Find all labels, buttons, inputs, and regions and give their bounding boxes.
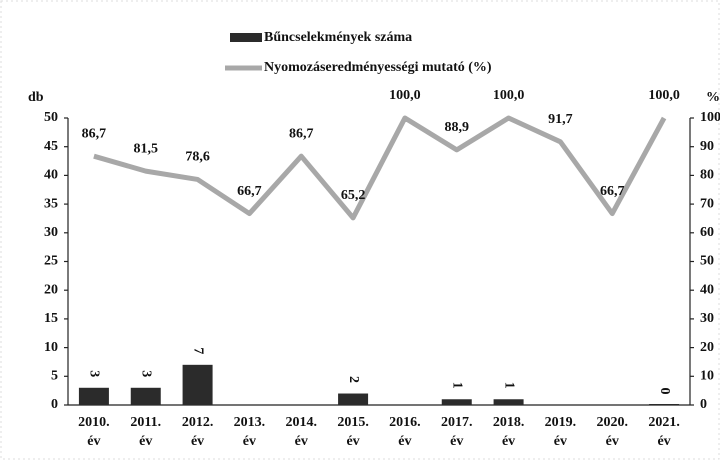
y-tick-label: 0 — [51, 397, 58, 412]
bar-value-label: 1 — [501, 382, 516, 389]
y2-tick-label: 30 — [700, 311, 714, 326]
x-tick-label: 2021. év — [648, 415, 680, 449]
y-tick-label: 10 — [44, 340, 58, 355]
y-tick-label: 25 — [44, 254, 58, 269]
y2-tick-label: 40 — [700, 282, 714, 297]
bar — [338, 393, 369, 405]
x-tick-label: 2017. év — [441, 415, 473, 449]
y2-tick-label: 50 — [700, 254, 714, 269]
line-value-label: 78,6 — [185, 150, 210, 165]
bar-value-label: 2 — [346, 376, 361, 383]
x-tick-label: 2012. év — [182, 415, 214, 449]
y-tick-label: 15 — [44, 311, 58, 326]
y2-tick-label: 0 — [700, 397, 707, 412]
bar-value-label: 3 — [139, 370, 154, 377]
x-tick-label: 2016. év — [389, 415, 421, 449]
line-value-label: 100,0 — [389, 88, 421, 103]
y-tick-label: 5 — [51, 369, 58, 384]
bar-value-label: 7 — [190, 347, 205, 354]
y-tick-label: 45 — [44, 139, 58, 154]
line-value-label: 66,7 — [237, 184, 262, 199]
bar — [130, 387, 161, 405]
line-value-label: 86,7 — [82, 126, 107, 141]
line-value-label: 100,0 — [493, 88, 525, 103]
line-value-label: 86,7 — [289, 126, 314, 141]
bar — [78, 387, 109, 405]
x-tick-label: 2015. év — [337, 415, 369, 449]
legend-swatch-bar — [230, 33, 262, 42]
y2-axis-label: % — [706, 90, 720, 105]
y-tick-label: 30 — [44, 225, 58, 240]
y-tick-label: 20 — [44, 282, 58, 297]
y-tick-label: 50 — [44, 110, 58, 125]
line-value-label: 91,7 — [548, 112, 573, 127]
line-value-label: 100,0 — [648, 88, 680, 103]
x-tick-label: 2020. év — [597, 415, 629, 449]
y2-tick-label: 20 — [700, 340, 714, 355]
y2-tick-label: 100 — [700, 110, 720, 125]
line-value-label: 88,9 — [445, 120, 470, 135]
x-tick-label: 2019. év — [545, 415, 577, 449]
bar-value-label: 1 — [450, 382, 465, 389]
line — [93, 115, 667, 221]
y2-tick-label: 60 — [700, 225, 714, 240]
bar-value-label: 0 — [657, 388, 672, 395]
y2-tick-label: 70 — [700, 196, 714, 211]
bar — [649, 404, 680, 405]
y2-tick-label: 80 — [700, 168, 714, 183]
bar-value-label: 3 — [87, 370, 102, 377]
line-value-label: 81,5 — [134, 141, 159, 156]
y2-tick-label: 10 — [700, 369, 714, 384]
x-tick-label: 2018. év — [493, 415, 525, 449]
x-tick-label: 2011. év — [130, 415, 161, 449]
y-axis-label: db — [28, 90, 44, 105]
bar — [182, 364, 213, 405]
y2-tick-label: 90 — [700, 139, 714, 154]
x-tick-label: 2010. év — [78, 415, 110, 449]
x-tick-label: 2014. év — [286, 415, 318, 449]
line-value-label: 65,2 — [341, 188, 366, 203]
legend-entry: Bűncselekmények száma — [264, 30, 412, 45]
y-tick-label: 40 — [44, 168, 58, 183]
legend-entry: Nyomozáseredményességi mutató (%) — [264, 60, 492, 75]
bar — [441, 399, 472, 405]
x-tick-label: 2013. év — [234, 415, 266, 449]
line-value-label: 66,7 — [600, 184, 625, 199]
bar — [493, 399, 524, 405]
y-tick-label: 35 — [44, 196, 58, 211]
